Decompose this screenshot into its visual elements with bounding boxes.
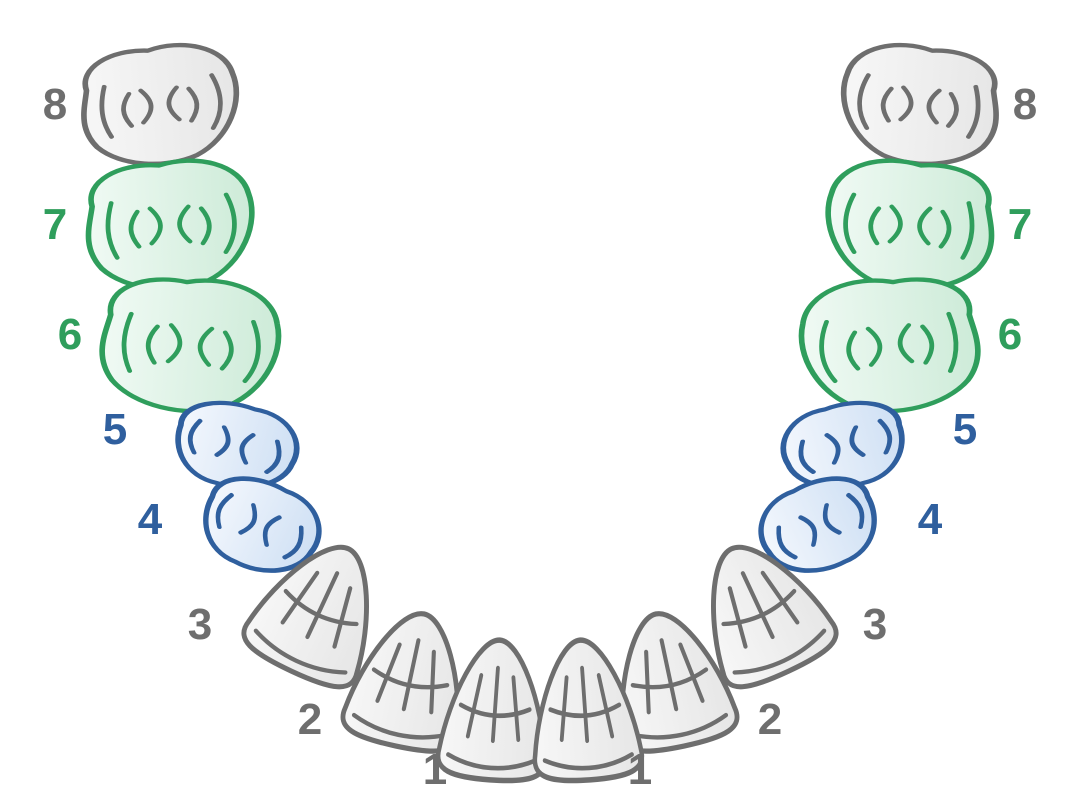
label-R8: 8 [1013,80,1037,130]
dental-arch-diagram [0,0,1080,800]
tooth-R1 [527,636,644,783]
tooth-R8 [838,40,1002,170]
tooth-R6 [797,272,983,419]
tooth-L8 [78,40,242,170]
label-L3: 3 [188,600,212,650]
label-L6: 6 [58,310,82,360]
label-L7: 7 [43,200,67,250]
tooth-L7 [85,157,256,292]
tooth-R7 [824,157,995,292]
tooth-L6 [97,272,283,419]
label-L5: 5 [103,405,127,455]
label-R5: 5 [953,405,977,455]
label-L1: 1 [423,745,447,795]
label-R4: 4 [918,495,942,545]
label-R7: 7 [1008,200,1032,250]
label-L8: 8 [43,80,67,130]
label-L4: 4 [138,495,162,545]
label-R3: 3 [863,600,887,650]
label-R2: 2 [758,695,782,745]
label-R6: 6 [998,310,1022,360]
label-R1: 1 [628,745,652,795]
label-L2: 2 [298,695,322,745]
